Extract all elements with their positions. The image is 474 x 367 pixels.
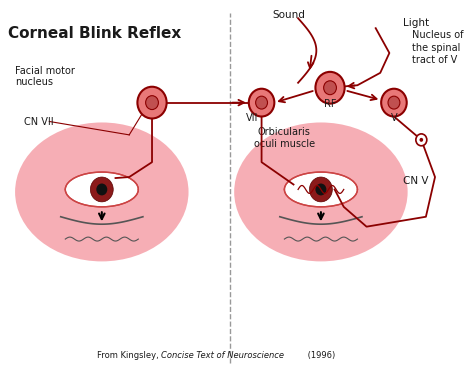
Circle shape [324,81,337,95]
Text: Corneal Blink Reflex: Corneal Blink Reflex [8,26,182,41]
Ellipse shape [284,172,357,207]
Circle shape [388,96,400,109]
Circle shape [419,138,423,142]
Text: CN VII: CN VII [24,117,54,127]
Text: RF: RF [324,99,336,109]
Text: Sound: Sound [273,10,305,20]
Ellipse shape [15,123,189,261]
Circle shape [146,96,158,110]
Circle shape [315,184,327,195]
Text: V: V [391,113,397,123]
Text: CN V: CN V [403,177,428,186]
Ellipse shape [65,172,138,207]
Text: Nucleus of
the spinal
tract of V: Nucleus of the spinal tract of V [412,30,464,65]
Text: Orbicularis
oculi muscle: Orbicularis oculi muscle [254,127,315,149]
Circle shape [91,177,113,202]
Circle shape [249,89,274,116]
Circle shape [310,177,332,202]
Text: Concise Text of Neuroscience: Concise Text of Neuroscience [161,351,284,360]
Circle shape [96,184,107,195]
Text: VII: VII [246,113,259,123]
Circle shape [255,96,267,109]
Text: Facial motor
nucleus: Facial motor nucleus [15,66,75,87]
Circle shape [137,87,167,119]
Text: Light: Light [403,18,429,28]
Ellipse shape [234,123,408,261]
Circle shape [315,72,345,103]
Text: (1996): (1996) [305,351,335,360]
Text: From Kingsley,: From Kingsley, [97,351,161,360]
Circle shape [381,89,407,116]
Circle shape [416,134,427,146]
